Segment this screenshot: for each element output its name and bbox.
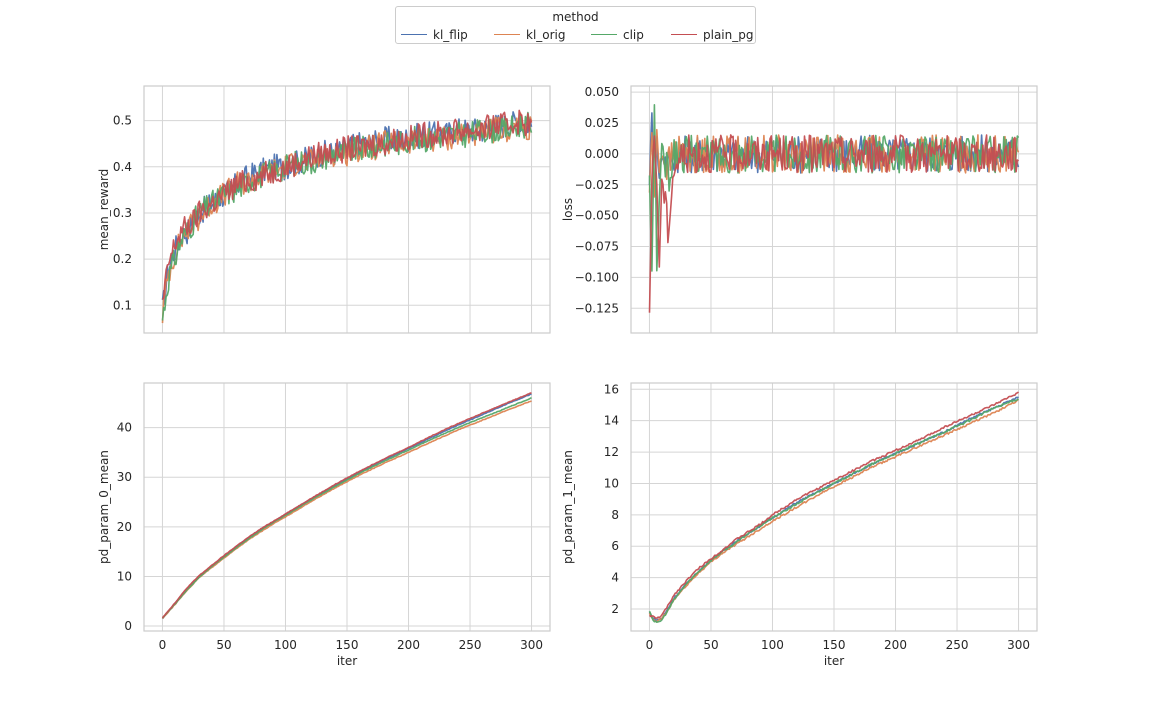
legend-label: kl_flip [433, 28, 468, 42]
legend: method kl_flip kl_orig clip plain_pg [395, 6, 756, 44]
x-tick-label: 50 [703, 638, 718, 652]
x-tick-label: 0 [159, 638, 167, 652]
series-line-clip [648, 398, 1019, 624]
y-tick-label: −0.125 [575, 301, 619, 315]
y-tick-label: 10 [604, 476, 619, 490]
plot-frame [630, 382, 1038, 632]
x-tick-label: 200 [884, 638, 907, 652]
y-axis-label: mean_reward [97, 169, 111, 251]
y-axis-label: pd_param_0_mean [97, 450, 111, 564]
y-tick-label: 16 [604, 382, 619, 396]
y-tick-label: 0.4 [113, 160, 132, 174]
y-tick-label: −0.050 [575, 209, 619, 223]
series-line-plain-pg [161, 109, 533, 300]
series-line-clip [161, 397, 532, 619]
y-tick-label: 14 [604, 414, 619, 428]
legend-label: kl_orig [526, 28, 566, 42]
x-axis-label: iter [824, 654, 844, 668]
y-tick-label: −0.025 [575, 178, 619, 192]
y-tick-label: 12 [604, 445, 619, 459]
y-tick-label: 0.025 [585, 116, 619, 130]
y-axis-label: pd_param_1_mean [561, 450, 575, 564]
legend-title: method [552, 10, 599, 24]
series-line-plain-pg [648, 391, 1019, 620]
y-tick-label: 0.3 [113, 206, 132, 220]
y-tick-label: 0.000 [585, 147, 619, 161]
y-tick-label: 0.5 [113, 114, 132, 128]
x-tick-label: 200 [397, 638, 420, 652]
y-tick-label: 30 [117, 470, 132, 484]
series-line-plain-pg [161, 392, 532, 619]
x-tick-label: 0 [646, 638, 654, 652]
series-line-kl-orig [161, 400, 532, 620]
y-tick-label: −0.100 [575, 270, 619, 284]
x-tick-label: 100 [761, 638, 784, 652]
y-tick-label: 8 [611, 508, 619, 522]
plot-frame [143, 382, 551, 632]
series-line-kl-orig [161, 112, 533, 324]
x-tick-label: 100 [274, 638, 297, 652]
y-tick-label: 0.050 [585, 85, 619, 99]
legend-label: plain_pg [703, 28, 754, 42]
legend-swatch-clip [591, 34, 617, 35]
y-tick-label: 20 [117, 520, 132, 534]
plot-frame [143, 85, 551, 334]
legend-label: clip [623, 28, 644, 42]
plot-frame [630, 85, 1038, 334]
x-tick-label: 250 [946, 638, 969, 652]
y-tick-label: 2 [611, 602, 619, 616]
x-tick-label: 50 [216, 638, 231, 652]
y-tick-label: 6 [611, 539, 619, 553]
y-tick-label: 10 [117, 569, 132, 583]
x-axis-label: iter [337, 654, 357, 668]
legend-swatch-plain-pg [671, 34, 697, 35]
y-tick-label: 0.2 [113, 252, 132, 266]
y-tick-label: −0.075 [575, 240, 619, 254]
x-tick-label: 150 [823, 638, 846, 652]
y-axis-label: loss [561, 198, 575, 221]
legend-swatch-kl-orig [494, 34, 520, 35]
x-tick-label: 250 [459, 638, 482, 652]
y-tick-label: 40 [117, 421, 132, 435]
x-tick-label: 150 [336, 638, 359, 652]
x-tick-label: 300 [520, 638, 543, 652]
x-tick-label: 300 [1007, 638, 1030, 652]
y-tick-label: 0 [124, 619, 132, 633]
y-tick-label: 4 [611, 571, 619, 585]
y-tick-label: 0.1 [113, 298, 132, 312]
series-line-plain-pg [648, 134, 1019, 313]
legend-swatch-kl-flip [401, 34, 427, 35]
